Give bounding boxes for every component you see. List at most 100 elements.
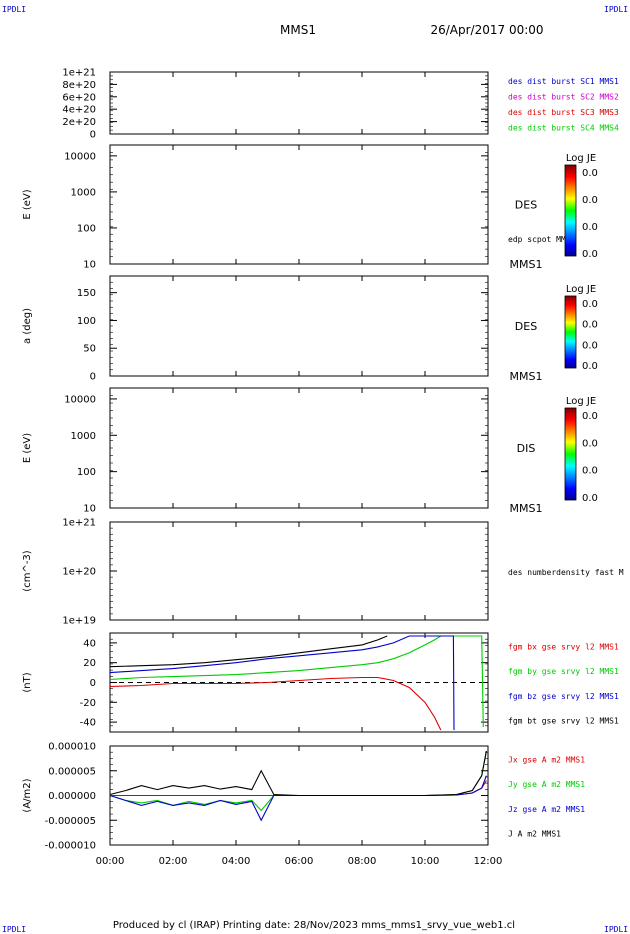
panel-frame — [109, 275, 489, 377]
colorbar-tick-label: 0.0 — [582, 438, 598, 449]
x-tick-label: 00:00 — [96, 856, 125, 867]
y-tick-label: 1e+20 — [62, 567, 96, 578]
corner-label-bottom-left: IPDLI — [2, 925, 26, 934]
colorbar-tick-label: 0.0 — [582, 493, 598, 504]
legend-entry: des dist burst SC1 MMS1 — [508, 77, 619, 86]
y-tick-label: 150 — [77, 288, 96, 299]
panel-5: 1e+19 1e+20 1e+21 (cm^-3) des numberdensity … — [22, 518, 624, 627]
corner-label-top-right: IPDLI — [604, 5, 628, 14]
y-tick-label: 20 — [83, 658, 96, 669]
plot-date: 26/Apr/2017 00:00 — [430, 23, 543, 37]
series-line — [109, 775, 487, 822]
colorbar-tick-label: 0.0 — [582, 299, 598, 310]
panel-frame — [109, 387, 489, 509]
y-tick-label: -0.000010 — [45, 841, 96, 852]
x-tick-label: 12:00 — [474, 856, 503, 867]
y-tick-label: 100 — [77, 467, 96, 478]
y-tick-label: 0.000000 — [48, 791, 96, 802]
series-line — [109, 676, 442, 731]
y-tick-label: 4e+20 — [62, 105, 96, 116]
time-axis: 00:00 02:00 04:00 06:00 08:00 10:00 12:00 — [96, 856, 503, 867]
series-line — [110, 780, 487, 797]
y-tick-label: 40 — [83, 638, 96, 649]
y-tick-label: 1e+21 — [62, 68, 96, 79]
corner-label-top-left: IPDLI — [2, 5, 26, 14]
y-tick-label: 1e+19 — [62, 616, 96, 627]
y-axis-label: E (eV) — [22, 189, 33, 219]
y-tick-label: 0.000005 — [48, 766, 96, 777]
panel-frame — [109, 71, 489, 135]
legend-entry: des numberdensity fast M — [508, 568, 624, 577]
y-axis-label: (A/m2) — [22, 778, 33, 812]
legend-entry: Jz gse A m2 MMS1 — [508, 805, 585, 814]
colorbar-title: Log JE — [566, 153, 596, 164]
legend-entry: Jx gse A m2 MMS1 — [508, 755, 585, 764]
y-tick-label: 2e+20 — [62, 117, 96, 128]
colorbar-tick-label: 0.0 — [582, 411, 598, 422]
y-axis-label: (cm^-3) — [22, 550, 33, 591]
series-line — [109, 635, 388, 668]
y-tick-label: 0 — [90, 372, 96, 383]
spacecraft-label: MMS1 — [510, 502, 543, 515]
colorbar-tick-label: 0.0 — [582, 195, 598, 206]
y-tick-label: 8e+20 — [62, 80, 96, 91]
y-axis-label: (nT) — [22, 672, 33, 692]
series-line — [109, 750, 487, 797]
y-tick-label: 1000 — [71, 431, 96, 442]
colorbar-tick-label: 0.0 — [582, 466, 598, 477]
y-tick-label: 0 — [90, 130, 96, 141]
y-tick-label: 50 — [83, 344, 96, 355]
colorbar — [564, 295, 577, 369]
x-tick-label: 02:00 — [159, 856, 188, 867]
colorbar-tick-label: 0.0 — [582, 249, 598, 260]
legend-entry: fgm bz gse srvy l2 MMS1 — [508, 692, 619, 701]
legend-entry: J A m2 MMS1 — [508, 830, 561, 839]
legend-entry: des dist burst SC2 MMS2 — [508, 92, 619, 101]
series-line — [109, 750, 487, 812]
spacecraft-label: MMS1 — [510, 258, 543, 271]
legend-entry: fgm bt gse srvy l2 MMS1 — [508, 717, 619, 726]
y-tick-label: -20 — [80, 698, 96, 709]
instrument-label: DES — [515, 320, 537, 333]
colorbar-tick-label: 0.0 — [582, 222, 598, 233]
legend-entry: fgm bx gse srvy l2 MMS1 — [508, 642, 619, 651]
x-tick-label: 06:00 — [285, 856, 314, 867]
corner-label-bottom-right: IPDLI — [604, 925, 628, 934]
y-tick-label: -40 — [80, 718, 96, 729]
overlay-label: edp scpot MMS1 — [508, 235, 576, 244]
y-tick-label: 1000 — [71, 187, 96, 198]
series-line — [109, 635, 484, 728]
legend-entry: fgm by gse srvy l2 MMS1 — [508, 667, 619, 676]
panel-6: -40 -20 0 20 40 (nT) fgm bx gse srvy l2 MMS1 fg… — [22, 632, 619, 733]
spacecraft-label: MMS1 — [510, 370, 543, 383]
y-axis-label: E (eV) — [22, 433, 33, 463]
panel-frame — [109, 144, 489, 265]
y-tick-label: 0.000010 — [48, 742, 96, 753]
colorbar-tick-label: 0.0 — [582, 340, 598, 351]
colorbar — [564, 407, 577, 501]
panel-3: 0 50 100 150 a (deg) DES MMS1 Log JE 0.0 0.0 0.0 0.… — [22, 275, 598, 383]
legend-entry: Jy gse A m2 MMS1 — [508, 780, 585, 789]
colorbar — [564, 164, 577, 257]
series-line — [109, 635, 455, 731]
instrument-label: DIS — [517, 442, 536, 455]
y-tick-label: 10000 — [64, 151, 96, 162]
legend-entry: des dist burst SC3 MMS3 — [508, 108, 619, 117]
colorbar-tick-label: 0.0 — [582, 168, 598, 179]
footer-text: Produced by cl (IRAP) Printing date: 28/… — [113, 920, 515, 931]
colorbar-title: Log JE — [566, 284, 596, 295]
legend-entry: des dist burst SC4 MMS4 — [508, 123, 619, 132]
x-tick-label: 08:00 — [348, 856, 377, 867]
panel-4: 10 100 1000 10000 E (eV) DIS MMS1 Log JE 0.0 0.0 0… — [22, 387, 598, 515]
y-tick-label: 10 — [83, 260, 96, 271]
panel-frame — [109, 521, 489, 621]
y-tick-label: 10 — [83, 504, 96, 515]
y-tick-label: 6e+20 — [62, 92, 96, 103]
x-tick-label: 04:00 — [222, 856, 251, 867]
colorbar-title: Log JE — [566, 396, 596, 407]
panel-2: 10 100 1000 10000 E (eV) DES MMS1 edp scpot MMS… — [22, 144, 598, 271]
y-tick-label: 100 — [77, 223, 96, 234]
